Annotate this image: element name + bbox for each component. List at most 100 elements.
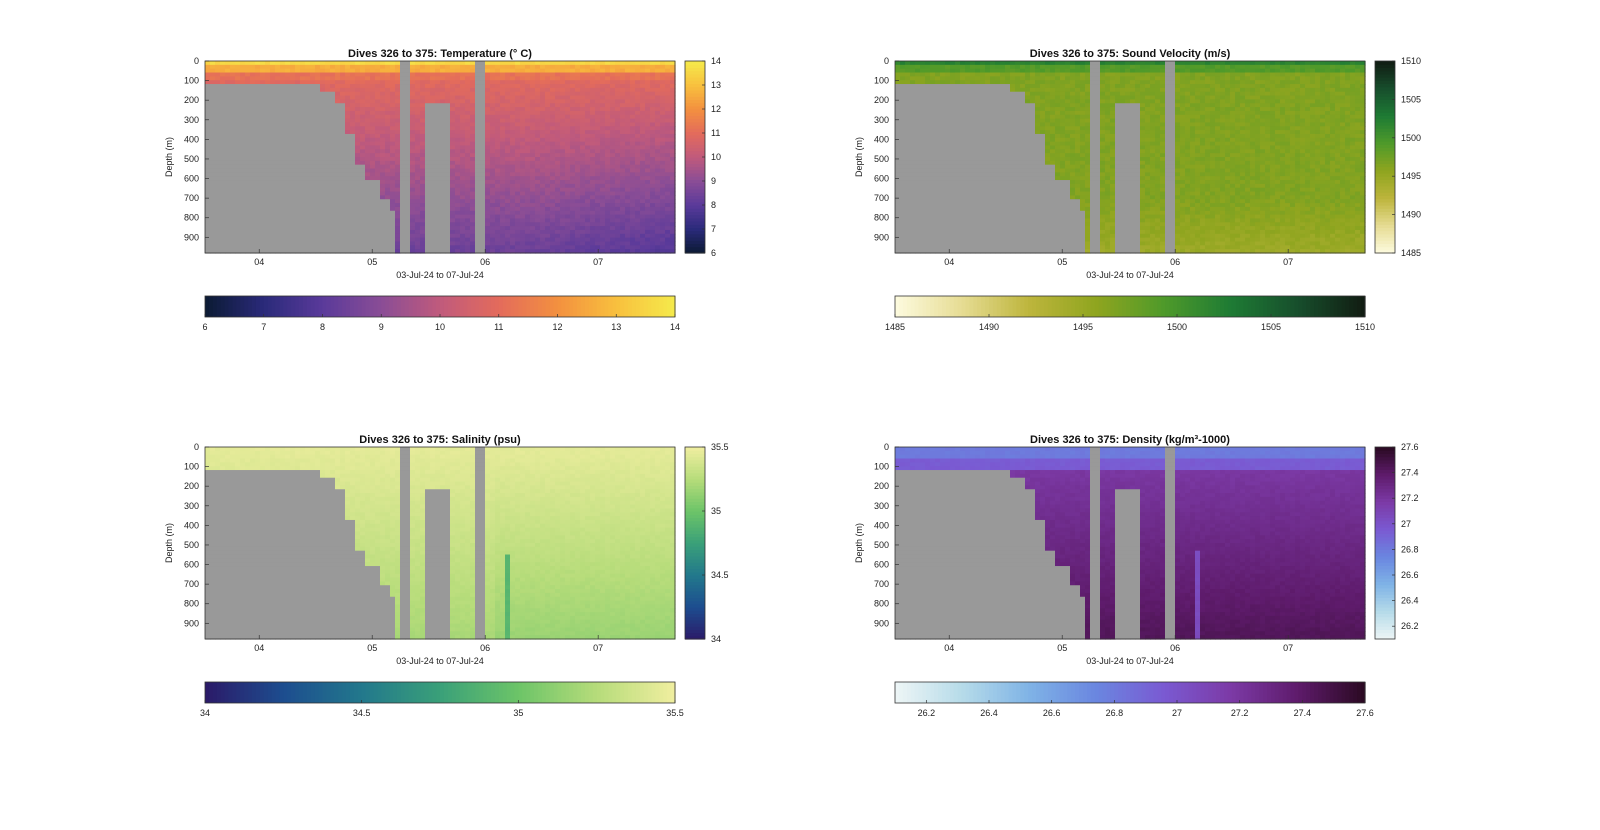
heatmap-cell	[545, 218, 551, 223]
heatmap-cell	[485, 80, 491, 85]
heatmap-cell	[435, 107, 441, 112]
heatmap-cell	[355, 149, 361, 154]
heatmap-cell	[235, 76, 241, 81]
heatmap-cell	[480, 145, 486, 150]
heatmap-cell	[355, 206, 361, 212]
heatmap-cell	[205, 187, 211, 193]
heatmap-cell	[650, 61, 656, 66]
heatmap-cell	[370, 122, 376, 127]
heatmap-cell	[590, 95, 596, 100]
heatmap-cell	[670, 218, 676, 223]
heatmap-cell	[540, 107, 546, 112]
heatmap-cell	[265, 183, 271, 189]
heatmap-cell	[520, 145, 526, 150]
heatmap-cell	[670, 84, 676, 89]
heatmap-cell	[205, 172, 211, 177]
heatmap-cell	[575, 130, 581, 135]
colorbar-segment	[393, 296, 398, 317]
heatmap-cell	[235, 180, 241, 185]
heatmap-cell	[455, 68, 461, 74]
heatmap-cell	[370, 126, 376, 131]
heatmap-cell	[275, 199, 281, 204]
heatmap-cell	[310, 206, 316, 212]
heatmap-cell	[230, 130, 236, 135]
heatmap-cell	[505, 214, 511, 220]
heatmap-cell	[320, 187, 326, 193]
heatmap-cell	[370, 64, 376, 70]
heatmap-cell	[510, 222, 516, 227]
heatmap-cell	[375, 84, 381, 89]
heatmap-cell	[350, 103, 356, 108]
heatmap-cell	[650, 176, 656, 181]
heatmap-cell	[310, 222, 316, 227]
heatmap-cell	[330, 199, 336, 204]
y-tick-label: 200	[184, 95, 199, 105]
heatmap-cell	[250, 61, 256, 66]
heatmap-cell	[425, 61, 431, 66]
heatmap-cell	[320, 84, 326, 89]
heatmap-cell	[595, 137, 601, 143]
heatmap-cell	[600, 237, 606, 243]
heatmap-cell	[215, 126, 221, 131]
heatmap-cell	[250, 118, 256, 124]
heatmap-cell	[350, 80, 356, 85]
heatmap-cell	[585, 199, 591, 204]
heatmap-cell	[580, 149, 586, 154]
heatmap-cell	[245, 72, 251, 77]
heatmap-cell	[425, 195, 431, 200]
heatmap-cell	[460, 195, 466, 200]
heatmap-cell	[640, 157, 646, 162]
heatmap-cell	[290, 168, 296, 173]
heatmap-cell	[215, 110, 221, 116]
heatmap-cell	[535, 180, 541, 185]
heatmap-cell	[490, 87, 496, 93]
heatmap-cell	[310, 176, 316, 181]
heatmap-cell	[260, 172, 266, 177]
heatmap-cell	[395, 84, 401, 89]
heatmap-cell	[500, 114, 506, 120]
heatmap-cell	[610, 214, 616, 220]
heatmap-cell	[210, 210, 216, 216]
heatmap-cell	[655, 214, 661, 220]
heatmap-cell	[525, 114, 531, 120]
heatmap-cell	[295, 199, 301, 204]
heatmap-cell	[420, 187, 426, 193]
colorbar-segment	[685, 208, 705, 212]
heatmap-cell	[500, 118, 506, 124]
heatmap-cell	[535, 95, 541, 100]
heatmap-cell	[255, 130, 261, 135]
heatmap-cell	[470, 107, 476, 112]
heatmap-cell	[445, 114, 451, 120]
heatmap-cell	[530, 210, 536, 216]
heatmap-cell	[450, 72, 456, 77]
colorbar-segment	[647, 296, 653, 317]
heatmap-cell	[365, 110, 371, 116]
heatmap-cell	[380, 164, 386, 170]
heatmap-cell	[665, 187, 671, 193]
heatmap-cell	[405, 214, 411, 220]
heatmap-cell	[460, 64, 466, 70]
heatmap-cell	[350, 199, 356, 204]
heatmap-cell	[670, 233, 676, 239]
heatmap-cell	[625, 214, 631, 220]
heatmap-cell	[255, 191, 261, 196]
heatmap-cell	[650, 203, 656, 208]
heatmap-cell	[250, 141, 256, 147]
heatmap-cell	[565, 133, 571, 139]
heatmap-cell	[420, 114, 426, 120]
heatmap-cell	[345, 187, 351, 193]
heatmap-cell	[565, 91, 571, 97]
heatmap-cell	[485, 241, 491, 246]
heatmap-cell	[250, 157, 256, 162]
heatmap-cell	[390, 114, 396, 120]
heatmap-cell	[895, 206, 901, 212]
heatmap-cell	[355, 107, 361, 112]
heatmap-cell	[465, 64, 471, 70]
heatmap-cell	[350, 149, 356, 154]
heatmap-cell	[275, 72, 281, 77]
heatmap-cell	[315, 80, 321, 85]
heatmap-cell	[530, 87, 536, 93]
heatmap-cell	[300, 187, 306, 193]
heatmap-cell	[465, 133, 471, 139]
heatmap-cell	[440, 183, 446, 189]
